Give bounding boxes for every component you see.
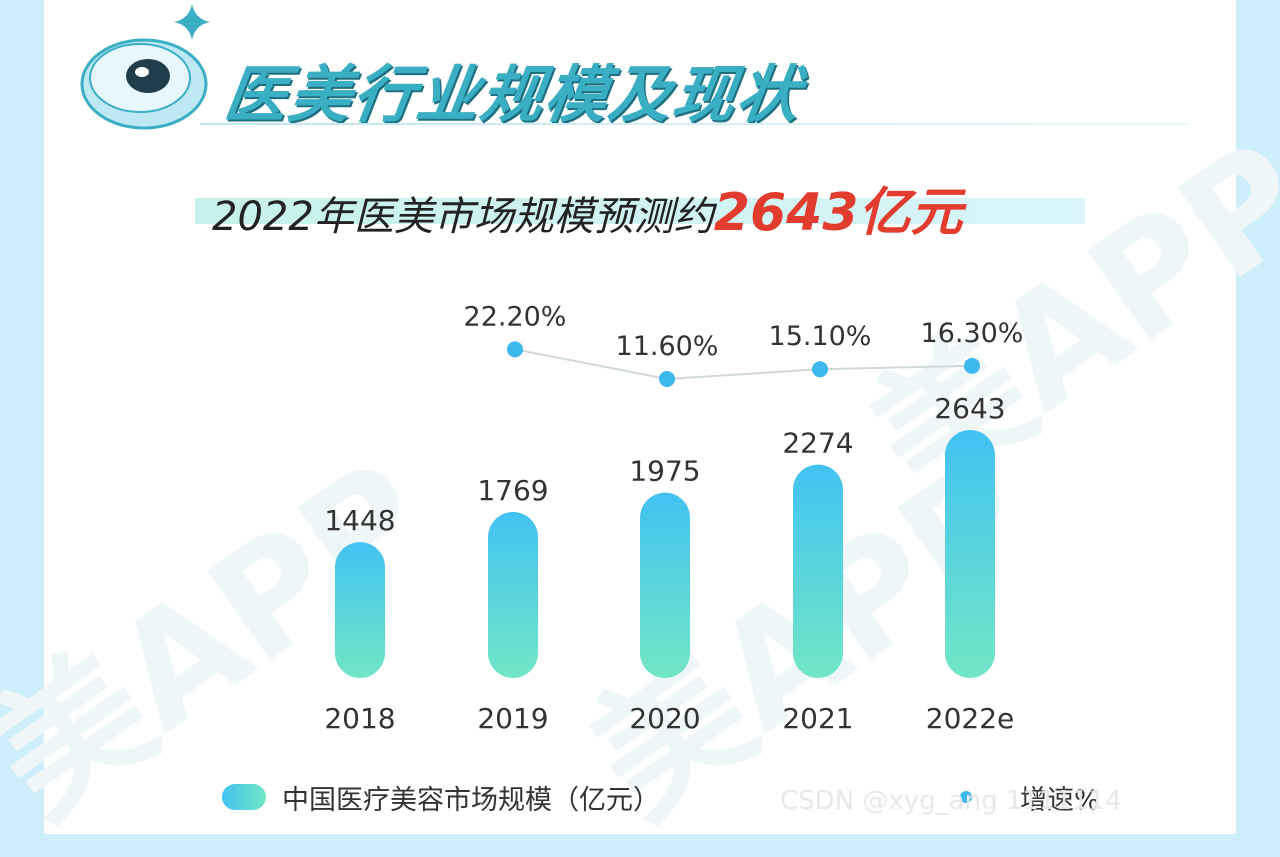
growth-line	[514, 348, 973, 381]
growth-value-label: 11.60%	[616, 331, 719, 362]
bar-value-label: 1975	[629, 455, 700, 488]
bar-value-label: 2643	[934, 392, 1005, 425]
bar-2021	[793, 464, 843, 678]
bar-2022e	[945, 430, 995, 678]
growth-value-label: 22.20%	[464, 301, 567, 332]
legend-line-series: 增速%	[960, 780, 1100, 816]
bar-value-label: 2274	[782, 427, 853, 460]
chart-card	[44, 0, 1236, 834]
subtitle-highlight: 2643亿元	[713, 183, 963, 243]
bar-value-label: 1769	[477, 474, 548, 507]
x-tick-label: 2019	[477, 702, 548, 735]
legend-dot-icon	[960, 791, 972, 803]
bar-2018	[335, 542, 385, 678]
growth-value-label: 16.30%	[921, 318, 1024, 349]
bar-2020	[640, 492, 690, 678]
legend-line-label: 增速%	[1020, 784, 1100, 816]
eye-logo-icon	[80, 38, 208, 130]
growth-value-label: 15.10%	[769, 321, 872, 352]
legend-bar-swatch	[222, 784, 266, 810]
title-divider	[200, 123, 1190, 125]
x-tick-label: 2018	[324, 702, 395, 735]
footer-watermark: CSDN @xyg_ang 1111114	[780, 786, 1122, 816]
x-tick-label: 2020	[629, 702, 700, 735]
subtitle-highlight-bar	[195, 198, 1085, 224]
growth-point	[964, 357, 980, 374]
legend-bar-label: 中国医疗美容市场规模（亿元）	[282, 784, 660, 816]
subtitle: 2022年医美市场规模预测约2643亿元	[212, 170, 963, 245]
growth-point	[507, 341, 523, 358]
growth-point	[812, 361, 828, 378]
bar-value-label: 1448	[324, 504, 395, 537]
x-tick-label: 2021	[782, 702, 853, 735]
sparkle-icon	[174, 4, 210, 40]
subtitle-prefix: 2022年医美市场规模预测约	[212, 194, 714, 240]
x-tick-label: 2022e	[926, 702, 1014, 735]
legend-bar-series: 中国医疗美容市场规模（亿元）	[222, 780, 660, 816]
chart: 1448 1769 1975 2274 2643 22.20% 11.60% 15.10% 1…	[324, 301, 1024, 735]
growth-point	[659, 371, 675, 387]
bar-2019	[488, 512, 538, 678]
